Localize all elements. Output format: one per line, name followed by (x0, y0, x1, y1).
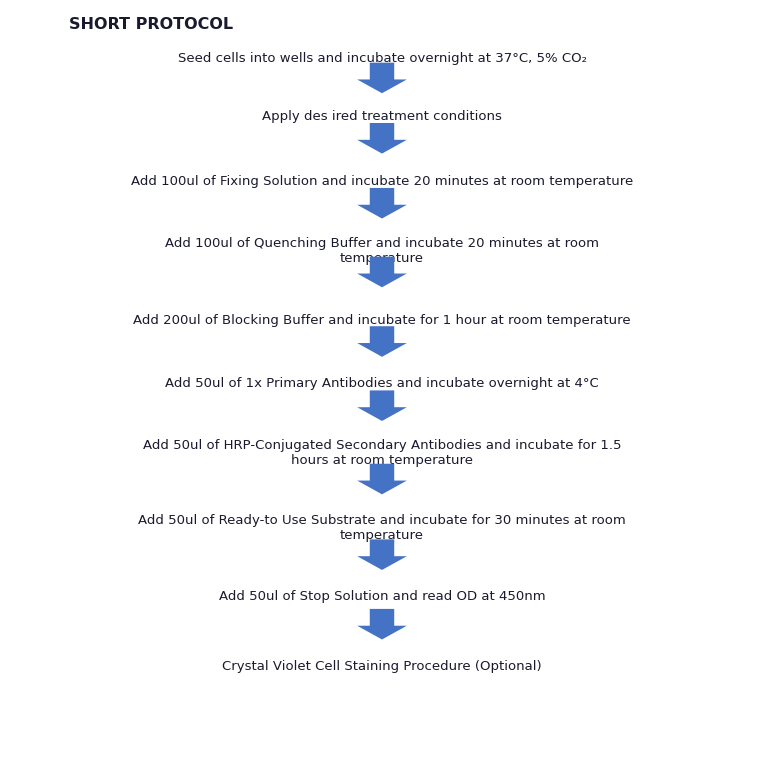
Polygon shape (358, 539, 406, 570)
Text: Add 50ul of HRP-Conjugated Secondary Antibodies and incubate for 1.5
hours at ro: Add 50ul of HRP-Conjugated Secondary Ant… (143, 439, 621, 467)
Text: SHORT PROTOCOL: SHORT PROTOCOL (69, 17, 233, 32)
Polygon shape (358, 188, 406, 219)
Text: Crystal Violet Cell Staining Procedure (Optional): Crystal Violet Cell Staining Procedure (… (222, 659, 542, 673)
Text: Add 50ul of Ready-to Use Substrate and incubate for 30 minutes at room
temperatu: Add 50ul of Ready-to Use Substrate and i… (138, 514, 626, 542)
Polygon shape (358, 63, 406, 93)
Polygon shape (358, 123, 406, 154)
Text: Add 50ul of Stop Solution and read OD at 450nm: Add 50ul of Stop Solution and read OD at… (219, 590, 545, 604)
Text: Add 100ul of Fixing Solution and incubate 20 minutes at room temperature: Add 100ul of Fixing Solution and incubat… (131, 174, 633, 188)
Text: Add 200ul of Blocking Buffer and incubate for 1 hour at room temperature: Add 200ul of Blocking Buffer and incubat… (133, 313, 631, 327)
Polygon shape (358, 609, 406, 639)
Polygon shape (358, 390, 406, 421)
Text: Add 50ul of 1x Primary Antibodies and incubate overnight at 4°C: Add 50ul of 1x Primary Antibodies and in… (165, 377, 599, 390)
Text: Seed cells into wells and incubate overnight at 37°C, 5% CO₂: Seed cells into wells and incubate overn… (177, 51, 587, 65)
Polygon shape (358, 257, 406, 287)
Text: Add 100ul of Quenching Buffer and incubate 20 minutes at room
temperature: Add 100ul of Quenching Buffer and incuba… (165, 237, 599, 264)
Polygon shape (358, 326, 406, 357)
Polygon shape (358, 464, 406, 494)
Text: Apply des ired treatment conditions: Apply des ired treatment conditions (262, 109, 502, 123)
